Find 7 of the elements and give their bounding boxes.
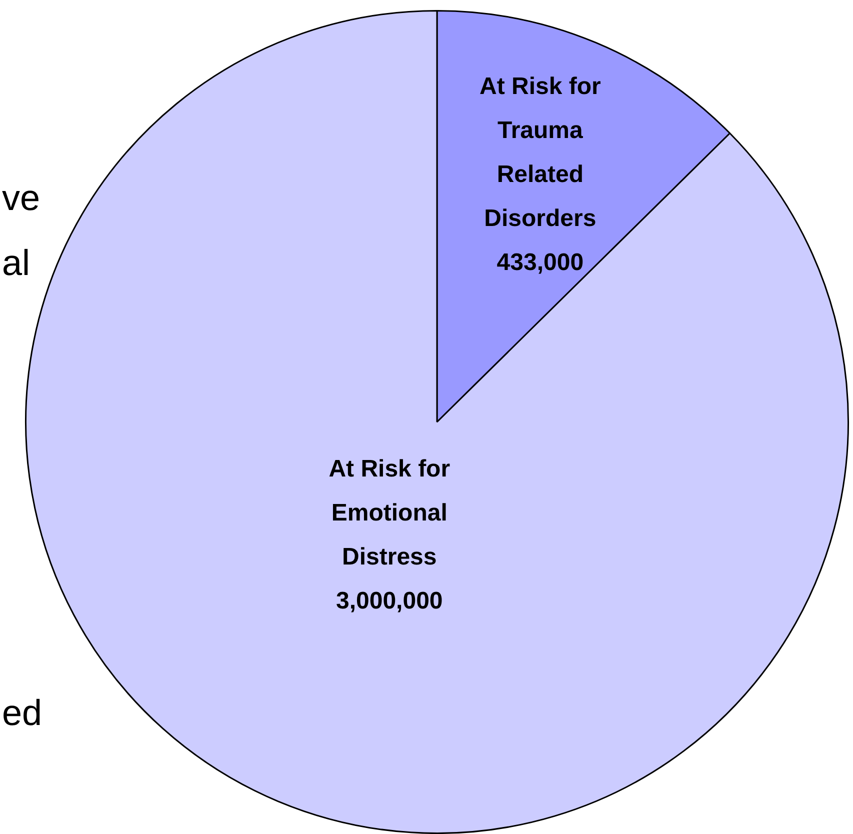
- slice-label: At Risk for Trauma Related Disorders: [479, 73, 601, 232]
- data-label: 3,000,000: [336, 587, 443, 614]
- data-label: 433,000: [496, 249, 584, 276]
- text: al: [2, 242, 30, 283]
- text: ve: [2, 176, 40, 218]
- text: ed: [2, 692, 42, 733]
- slice-label: At Risk for Emotional Distress: [328, 455, 450, 570]
